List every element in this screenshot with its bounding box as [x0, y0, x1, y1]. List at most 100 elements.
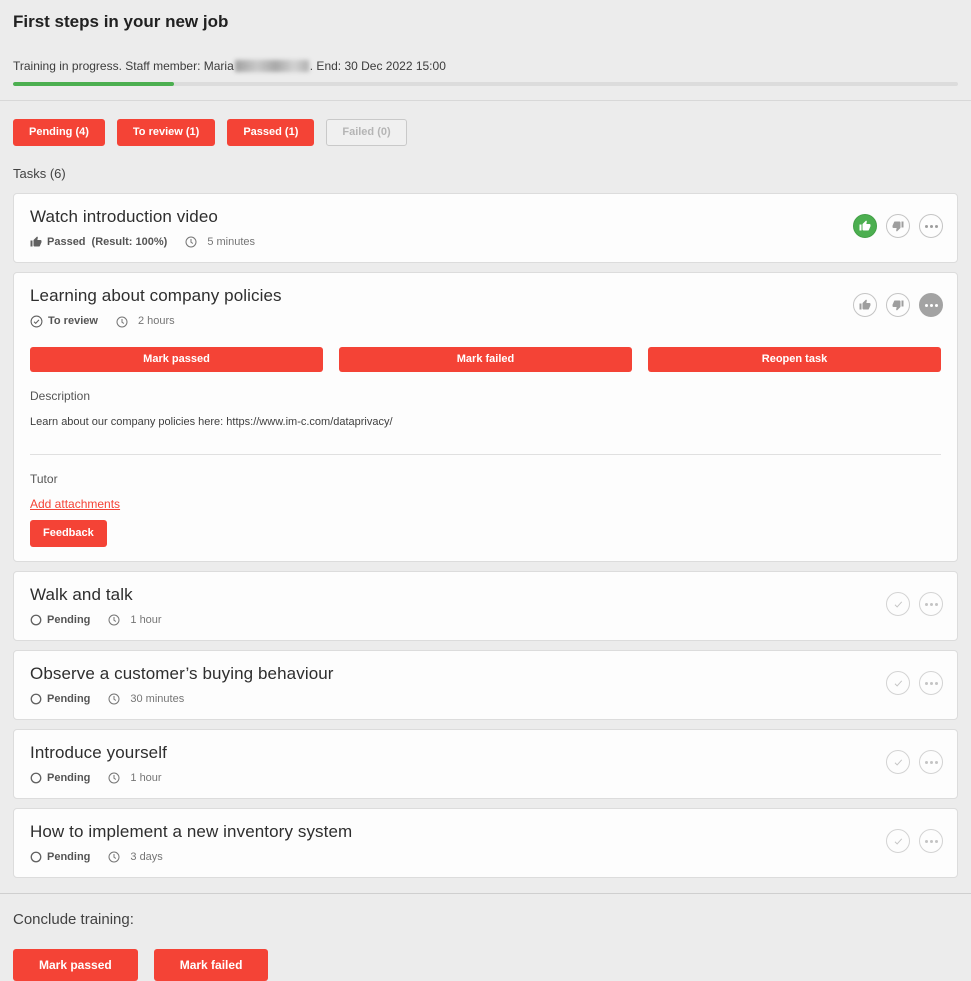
task-card-learning-about-company-policies[interactable]: Learning about company policies To revie… [13, 272, 958, 562]
more-options-icon[interactable] [919, 829, 943, 853]
more-options-icon[interactable] [919, 750, 943, 774]
filter-passed-button[interactable]: Passed (1) [227, 119, 315, 146]
task-title: Walk and talk [30, 585, 133, 604]
description-label: Description [30, 389, 91, 403]
thumb-down-button[interactable] [886, 214, 910, 238]
task-icon-row [886, 671, 943, 695]
status-filter-bar: Pending (4) To review (1) Passed (1) Fai… [13, 119, 958, 146]
thumb-down-button[interactable] [886, 293, 910, 317]
description-text: Learn about our company policies here: h… [30, 416, 393, 428]
task-icon-row [853, 293, 943, 317]
ellipsis-icon [924, 602, 938, 606]
task-status-row: Pending 1 hour [30, 614, 941, 626]
ellipsis-icon [924, 303, 938, 307]
ellipsis-icon [924, 681, 938, 685]
task-title: Observe a customer’s buying behaviour [30, 664, 334, 683]
task-duration: 1 hour [108, 771, 162, 784]
task-action-buttons: Mark passed Mark failed Reopen task [30, 347, 941, 372]
more-options-icon[interactable] [919, 293, 943, 317]
complete-check-button[interactable] [886, 592, 910, 616]
task-icon-row [853, 214, 943, 238]
task-status-row: Pending 1 hour [30, 772, 941, 784]
task-duration: 30 minutes [108, 693, 184, 705]
task-icon-row [886, 592, 943, 616]
training-progress-fill [13, 82, 174, 86]
task-duration-label: 30 minutes [130, 692, 185, 705]
pending-circle-icon [30, 851, 42, 863]
clock-icon [108, 693, 120, 705]
description-divider [30, 454, 941, 455]
thumb-up-button[interactable] [853, 293, 877, 317]
conclude-mark-failed-button[interactable]: Mark failed [153, 949, 269, 981]
check-circle-status-icon [30, 315, 43, 328]
task-duration: 2 hours [116, 316, 175, 328]
more-options-icon[interactable] [919, 214, 943, 238]
complete-check-button[interactable] [886, 829, 910, 853]
task-duration: 5 minutes [185, 236, 255, 248]
mark-failed-button[interactable]: Mark failed [339, 347, 632, 372]
tutor-label: Tutor [30, 472, 58, 486]
task-title: Watch introduction video [30, 207, 218, 226]
staff-name-redacted [234, 60, 309, 72]
task-duration: 1 hour [108, 614, 162, 626]
mark-passed-button[interactable]: Mark passed [30, 347, 323, 372]
task-title: Introduce yourself [30, 743, 167, 762]
task-status-row: To review 2 hours [30, 315, 941, 328]
filter-to-review-button[interactable]: To review (1) [116, 119, 216, 146]
task-card-implement-new-inventory-system[interactable]: How to implement a new inventory system … [13, 808, 958, 878]
task-duration: 3 days [108, 850, 163, 863]
clock-icon [108, 851, 120, 863]
pending-circle-icon [30, 693, 42, 705]
conclude-mark-passed-button[interactable]: Mark passed [13, 949, 138, 981]
task-status-label: To review [48, 315, 98, 327]
task-status-label: Passed [47, 235, 86, 248]
filter-failed-button: Failed (0) [326, 119, 407, 146]
ellipsis-icon [924, 760, 938, 764]
header-divider [0, 100, 971, 101]
ellipsis-icon [924, 839, 938, 843]
training-status-suffix: . End: 30 Dec 2022 15:00 [309, 59, 446, 73]
clock-icon [185, 236, 197, 248]
feedback-button[interactable]: Feedback [30, 520, 107, 547]
more-options-icon[interactable] [919, 671, 943, 695]
task-status-row: Pending 3 days [30, 851, 941, 863]
complete-check-button[interactable] [886, 750, 910, 774]
thumb-up-button[interactable] [853, 214, 877, 238]
pending-circle-icon [30, 614, 42, 626]
task-title: Learning about company policies [30, 286, 282, 305]
complete-check-button[interactable] [886, 671, 910, 695]
page-title: First steps in your new job [13, 12, 229, 31]
task-status-label: Pending [47, 692, 91, 705]
task-status-label: Pending [47, 771, 91, 784]
task-duration-label: 3 days [130, 850, 163, 863]
more-options-icon[interactable] [919, 592, 943, 616]
conclude-training-buttons: Mark passed Mark failed [13, 949, 958, 981]
thumb-up-status-icon [30, 236, 42, 248]
footer-divider [0, 893, 971, 894]
ellipsis-icon [924, 224, 938, 228]
task-result-label: (Result: 100%) [91, 235, 168, 248]
filter-pending-button[interactable]: Pending (4) [13, 119, 105, 146]
task-status-row: Passed (Result: 100%) 5 minutes [30, 236, 941, 248]
clock-icon [116, 316, 128, 328]
task-status-row: Pending 30 minutes [30, 693, 941, 705]
pending-circle-icon [30, 772, 42, 784]
task-card-watch-introduction-video[interactable]: Watch introduction video Passed (Result:… [13, 193, 958, 263]
training-progress-bar [13, 82, 958, 86]
reopen-task-button[interactable]: Reopen task [648, 347, 941, 372]
task-status-label: Pending [47, 850, 91, 863]
task-icon-row [886, 750, 943, 774]
task-status-label: Pending [47, 613, 91, 626]
task-card-observe-customer-buying-behaviour[interactable]: Observe a customer’s buying behaviour Pe… [13, 650, 958, 720]
task-card-introduce-yourself[interactable]: Introduce yourself Pending 1 hour [13, 729, 958, 799]
clock-icon [108, 614, 120, 626]
task-card-walk-and-talk[interactable]: Walk and talk Pending 1 hour [13, 571, 958, 641]
add-attachments-link[interactable]: Add attachments [30, 497, 121, 511]
task-duration-label: 5 minutes [207, 235, 256, 248]
training-status-line: Training in progress. Staff member: Mari… [13, 59, 958, 73]
task-duration-label: 2 hours [137, 315, 175, 327]
task-duration-label: 1 hour [130, 771, 162, 784]
task-title: How to implement a new inventory system [30, 822, 353, 841]
training-status-prefix: Training in progress. Staff member: Mari… [13, 59, 234, 73]
